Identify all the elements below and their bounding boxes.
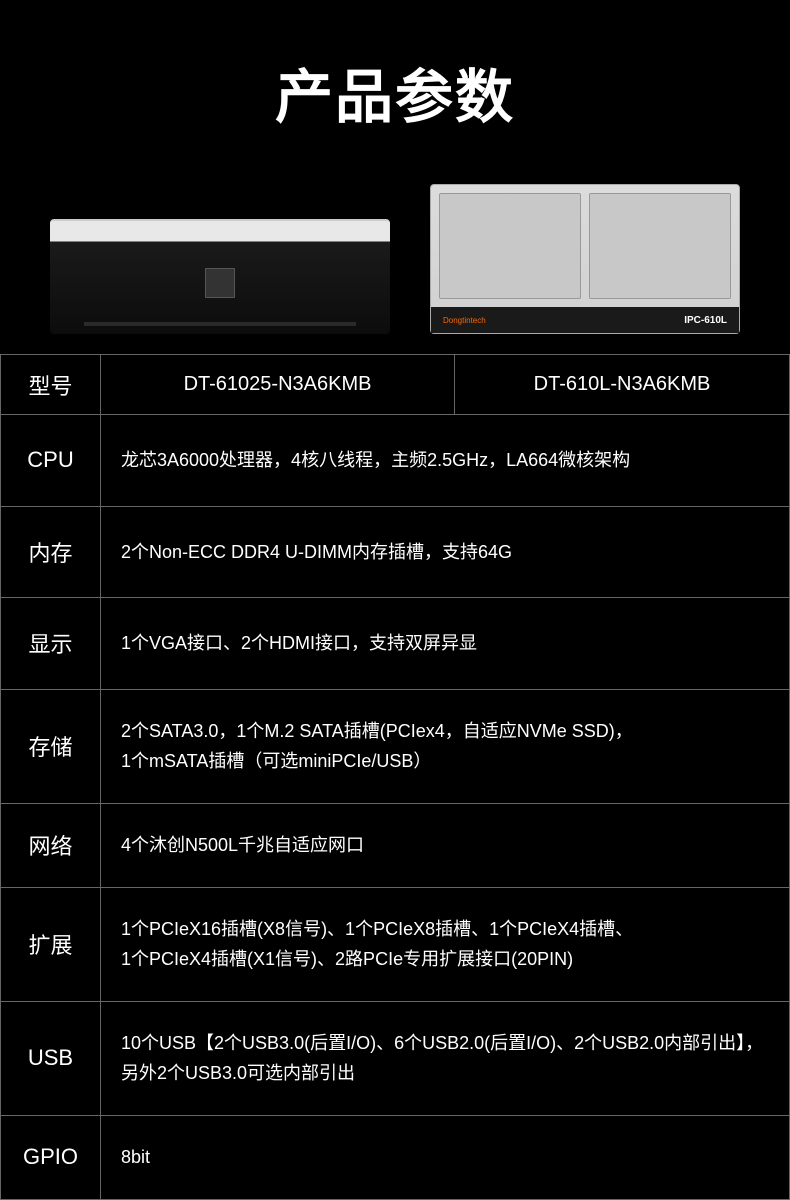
table-row: USB 10个USB【2个USB3.0(后置I/O)、6个USB2.0(后置I/… [1,1001,790,1115]
spec-value: 2个Non-ECC DDR4 U-DIMM内存插槽，支持64G [101,506,790,598]
model-row: 型号 DT-61025-N3A6KMB DT-610L-N3A6KMB [1,355,790,415]
product-image-left [50,219,390,334]
spec-value: 2个SATA3.0，1个M.2 SATA插槽(PCIex4，自适应NVMe SS… [101,689,790,803]
table-row: CPU 龙芯3A6000处理器，4核八线程，主频2.5GHz，LA664微核架构 [1,415,790,507]
product-model-label: IPC-610L [684,315,727,326]
model-right-cell: DT-610L-N3A6KMB [455,355,790,415]
table-row: GPIO 8bit [1,1115,790,1199]
product-right-label-bar: Dongtintech IPC-610L [431,307,739,333]
spec-value: 10个USB【2个USB3.0(后置I/O)、6个USB2.0(后置I/O)、2… [101,1001,790,1115]
spec-value: 龙芯3A6000处理器，4核八线程，主频2.5GHz，LA664微核架构 [101,415,790,507]
spec-label: 扩展 [1,887,101,1001]
spec-label: 显示 [1,598,101,690]
product-right-panels [431,185,739,307]
spec-value: 8bit [101,1115,790,1199]
spec-container: 产品参数 Dongtintech IPC-610L 型号 DT-61025-N3… [0,0,790,1200]
spec-table: 型号 DT-61025-N3A6KMB DT-610L-N3A6KMB CPU … [0,354,790,1200]
model-label-cell: 型号 [1,355,101,415]
spec-label: 内存 [1,506,101,598]
product-images-row: Dongtintech IPC-610L [0,164,790,354]
page-title: 产品参数 [0,0,790,164]
product-brand: Dongtintech [443,316,486,325]
table-row: 存储 2个SATA3.0，1个M.2 SATA插槽(PCIex4，自适应NVMe… [1,689,790,803]
spec-label: USB [1,1001,101,1115]
spec-label: CPU [1,415,101,507]
table-row: 显示 1个VGA接口、2个HDMI接口，支持双屏异显 [1,598,790,690]
spec-label: 存储 [1,689,101,803]
product-panel [439,193,581,299]
spec-label: 网络 [1,803,101,887]
table-row: 扩展 1个PCIeX16插槽(X8信号)、1个PCIeX8插槽、1个PCIeX4… [1,887,790,1001]
spec-value: 4个沐创N500L千兆自适应网口 [101,803,790,887]
product-panel [589,193,731,299]
spec-value: 1个PCIeX16插槽(X8信号)、1个PCIeX8插槽、1个PCIeX4插槽、… [101,887,790,1001]
product-image-right: Dongtintech IPC-610L [430,184,740,334]
spec-label: GPIO [1,1115,101,1199]
model-left-cell: DT-61025-N3A6KMB [101,355,455,415]
table-row: 网络 4个沐创N500L千兆自适应网口 [1,803,790,887]
table-row: 内存 2个Non-ECC DDR4 U-DIMM内存插槽，支持64G [1,506,790,598]
spec-value: 1个VGA接口、2个HDMI接口，支持双屏异显 [101,598,790,690]
